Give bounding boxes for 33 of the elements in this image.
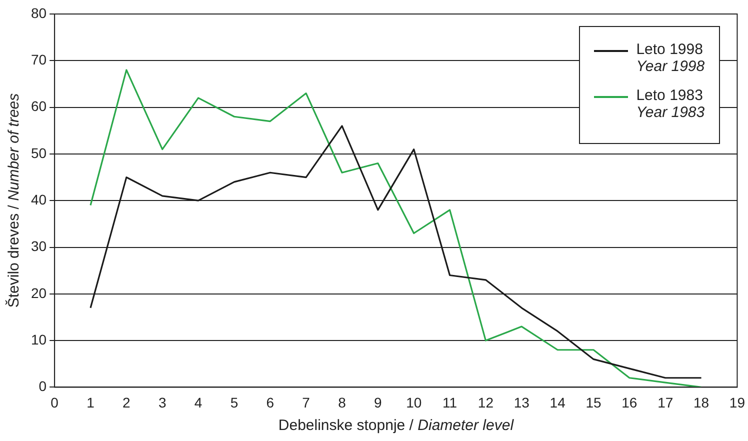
x-tick-label: 10 xyxy=(406,394,422,410)
x-tick-label: 9 xyxy=(374,394,382,410)
x-tick-label: 6 xyxy=(266,394,274,410)
legend-label: Leto 1998 Year 1998 xyxy=(636,41,705,75)
y-tick-label: 70 xyxy=(30,52,47,68)
y-axis-title: Število dreves / Number of trees xyxy=(6,93,23,308)
y-tick-label: 0 xyxy=(38,378,47,394)
x-tick-label: 17 xyxy=(658,394,674,410)
legend-label: Leto 1983 Year 1983 xyxy=(636,87,705,121)
y-tick-label: 30 xyxy=(30,238,47,254)
y-tick-label: 10 xyxy=(30,331,47,348)
x-axis-title: Debelinske stopnje / Diameter level xyxy=(278,417,514,434)
y-tick-label: 60 xyxy=(30,98,47,114)
x-tick-label: 19 xyxy=(729,394,746,410)
x-tick-label: 13 xyxy=(514,394,530,410)
x-tick-label: 16 xyxy=(622,394,638,410)
y-tick-label: 20 xyxy=(30,284,47,301)
x-tick-label: 2 xyxy=(122,394,131,410)
x-tick-label: 11 xyxy=(442,394,458,410)
x-tick-label: 14 xyxy=(550,394,566,410)
x-tick-label: 15 xyxy=(586,394,602,410)
x-tick-label: 0 xyxy=(50,394,59,410)
x-tick-label: 3 xyxy=(158,394,166,410)
y-tick-label: 40 xyxy=(30,191,47,208)
x-tick-label: 18 xyxy=(693,394,710,410)
x-tick-label: 8 xyxy=(338,394,346,410)
x-tick-label: 5 xyxy=(230,394,238,410)
y-tick-label: 80 xyxy=(30,4,47,21)
x-tick-label: 4 xyxy=(194,394,202,410)
x-tick-label: 12 xyxy=(478,394,494,410)
x-tick-label: 1 xyxy=(86,394,95,410)
x-tick-label: 7 xyxy=(302,394,310,410)
y-tick-label: 50 xyxy=(30,144,47,161)
